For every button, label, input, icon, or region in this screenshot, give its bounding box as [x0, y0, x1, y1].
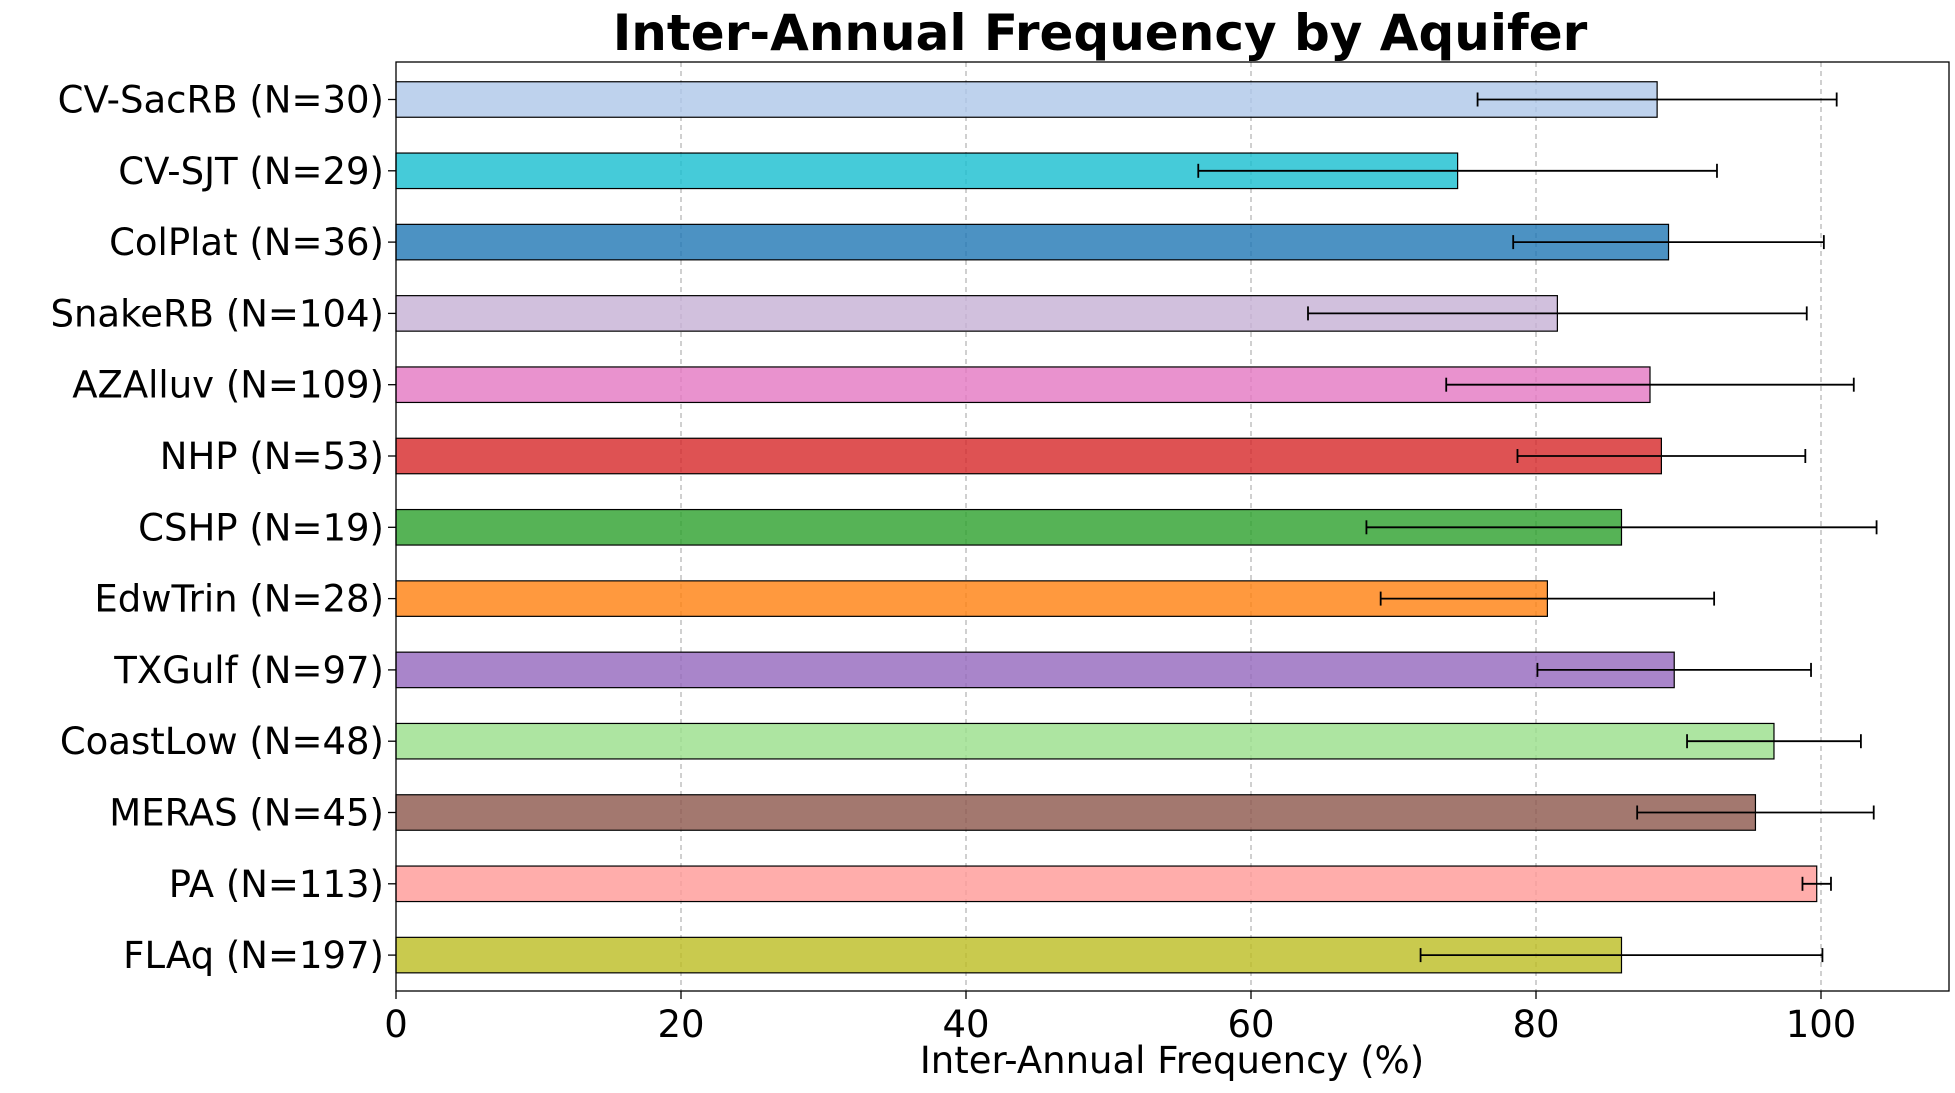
- x-tick-label: 20: [657, 1003, 704, 1046]
- y-category-label: CV-SJT (N=29): [118, 150, 384, 193]
- y-category-label: MERAS (N=45): [109, 792, 384, 835]
- bar: [395, 794, 1757, 831]
- y-category-label: ColPlat (N=36): [109, 221, 384, 264]
- x-tick-label: 60: [1227, 1003, 1274, 1046]
- bar: [395, 223, 1670, 261]
- y-category-label: FLAq (N=197): [123, 934, 384, 977]
- y-category-label: CV-SacRB (N=30): [58, 79, 384, 122]
- y-category-label: SnakeRB (N=104): [50, 292, 384, 335]
- x-tick-label: 80: [1512, 1003, 1559, 1046]
- y-category-label: CSHP (N=19): [138, 506, 384, 549]
- y-category-label: NHP (N=53): [160, 435, 384, 478]
- bar: [395, 437, 1663, 475]
- x-tick-label: 0: [384, 1003, 408, 1046]
- x-tick-label: 100: [1786, 1003, 1857, 1046]
- y-category-label: CoastLow (N=48): [60, 720, 384, 763]
- grid-lines: [680, 62, 1822, 991]
- chart-title: Inter-Annual Frequency by Aquifer: [613, 4, 1588, 62]
- y-category-label: AZAlluv (N=109): [72, 364, 384, 407]
- error-bars: [1197, 92, 1878, 963]
- bar: [395, 936, 1623, 974]
- bar: [395, 865, 1818, 903]
- x-axis-ticks: 0 20 40 60 80 100: [384, 991, 1856, 1046]
- bar: [395, 508, 1623, 546]
- x-axis-title: Inter-Annual Frequency (%): [920, 1039, 1424, 1082]
- bar: [395, 722, 1775, 760]
- plot-frame: [395, 61, 1950, 992]
- y-category-label: EdwTrin (N=28): [94, 578, 384, 621]
- bars: [395, 81, 1818, 974]
- bar: [395, 651, 1675, 689]
- bar: [395, 366, 1651, 404]
- y-category-label: PA (N=113): [169, 863, 384, 906]
- bar: [395, 580, 1549, 617]
- x-tick-label: 40: [942, 1003, 989, 1046]
- y-category-label: TXGulf (N=97): [113, 649, 384, 692]
- y-axis-labels: CV-SacRB (N=30) CV-SJT (N=29) ColPlat (N=3…: [50, 79, 396, 977]
- bar: [395, 81, 1658, 118]
